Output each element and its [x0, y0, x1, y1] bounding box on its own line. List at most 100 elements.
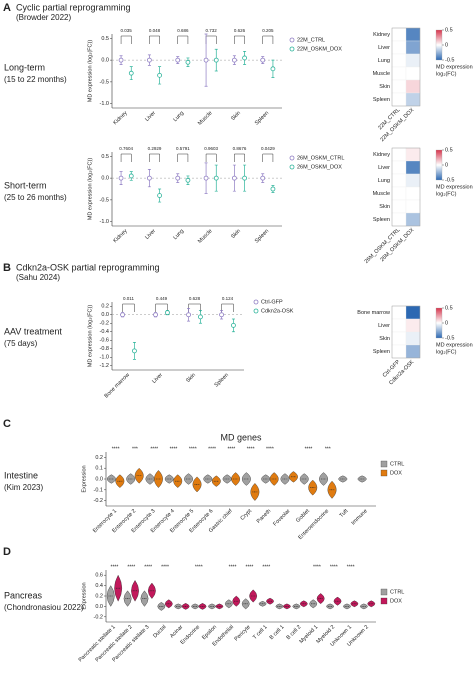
- p-value: 0.628: [189, 296, 201, 301]
- heat-cell: [405, 147, 421, 162]
- significance: ****: [229, 564, 237, 570]
- row-label: Skin: [379, 84, 390, 90]
- row-label: Liver: [378, 165, 390, 171]
- p-value: 0.7604: [119, 146, 133, 151]
- heat-cell: [391, 92, 407, 107]
- significance: ****: [161, 564, 169, 570]
- y-tick-label: 0.0: [95, 476, 103, 482]
- heat-cell: [391, 147, 407, 162]
- legend-label: 26M_OSKM_DOX: [297, 164, 342, 170]
- p-value: 0.124: [222, 296, 234, 301]
- heat-cell: [391, 305, 407, 320]
- heat-cell: [391, 173, 407, 188]
- x-tick-label: Liver: [144, 110, 157, 123]
- x-tick-label: Liver: [144, 228, 157, 241]
- heat-cell: [391, 212, 407, 227]
- x-tick-label: Tuft: [339, 508, 350, 519]
- legend-label: Cdkn2a-OSK: [261, 308, 294, 314]
- bracket: [149, 153, 160, 162]
- panel-title: Cdkn2a-OSK partial reprogramming: [16, 262, 160, 272]
- point: [157, 193, 163, 198]
- point: [231, 322, 236, 328]
- heat-cell: [405, 305, 421, 320]
- significance: ****: [313, 564, 321, 570]
- point: [260, 175, 266, 181]
- heat-cell: [391, 318, 407, 333]
- legend-label: 22M_OSKM_DOX: [297, 46, 342, 52]
- y-tick-label: -0.2: [94, 498, 103, 504]
- y-tick-label: -0.1: [94, 487, 103, 493]
- row-label: Lung: [378, 178, 390, 184]
- y-tick-label: 0.0: [101, 312, 109, 318]
- colorbar-tick-label: 0: [445, 42, 448, 48]
- colorbar-label: MD expression: [436, 64, 473, 70]
- legend-label: DOX: [390, 470, 402, 476]
- heat-cell: [405, 344, 421, 359]
- heat-cell: [405, 40, 421, 55]
- row-sublabel: (75 days): [4, 339, 38, 348]
- y-tick-label: 0.2: [101, 304, 109, 310]
- point: [146, 175, 152, 181]
- row-label: Short-term: [4, 180, 47, 190]
- panel-letter: D: [3, 546, 11, 558]
- point: [175, 57, 181, 63]
- x-tick-label: Skin: [230, 110, 242, 122]
- colorbar: [435, 307, 443, 339]
- point: [146, 57, 152, 63]
- legend-label: Ctrl-GFP: [261, 299, 283, 305]
- legend-label: 22M_CTRL: [297, 37, 325, 43]
- y-axis-label: MD expression (log₂(FC)): [87, 158, 93, 221]
- x-tick-label: Lung: [172, 110, 185, 123]
- p-value: 0.0429: [261, 146, 275, 151]
- x-tick-label: Muscle: [197, 228, 214, 245]
- heatmap-border: [391, 27, 421, 107]
- legend-marker: [289, 155, 295, 161]
- legend-label: CTRL: [390, 589, 404, 595]
- heat-cell: [391, 79, 407, 94]
- row-label: Bone marrow: [357, 310, 390, 316]
- significance: ****: [189, 446, 197, 452]
- significance: ****: [305, 446, 313, 452]
- row-label: Muscle: [373, 191, 390, 197]
- significance: ****: [266, 446, 274, 452]
- bracket: [177, 153, 189, 162]
- row-label: Liver: [378, 45, 390, 51]
- legend-label: DOX: [390, 598, 402, 604]
- heat-cell: [405, 53, 421, 68]
- y-tick-label: -1.2: [100, 363, 109, 369]
- panel-letter: C: [3, 418, 11, 430]
- point: [186, 312, 191, 318]
- x-tick-label: T cell 1: [252, 624, 269, 641]
- x-tick-label: Kidney: [112, 228, 128, 244]
- row-label: Spleen: [373, 97, 390, 103]
- point: [213, 57, 219, 63]
- row-label: Skin: [379, 336, 390, 342]
- p-value: 0.626: [234, 28, 246, 33]
- bracket: [205, 153, 217, 162]
- p-value: 0.035: [121, 28, 133, 33]
- point: [242, 175, 248, 181]
- legend-marker: [380, 469, 388, 477]
- heat-cell: [405, 92, 421, 107]
- row-label: Skin: [379, 204, 390, 210]
- row-label: Spleen: [373, 217, 390, 223]
- y-tick-label: 0.0: [101, 176, 109, 182]
- significance: ****: [195, 564, 203, 570]
- bracket: [188, 303, 201, 312]
- y-tick-label: 0.6: [95, 573, 103, 579]
- row-label: Kidney: [373, 32, 390, 38]
- legend-marker: [380, 588, 388, 596]
- y-tick-label: -0.8: [100, 346, 109, 352]
- heat-cell: [391, 331, 407, 346]
- colorbar-label: MD expression: [436, 184, 473, 190]
- legend-marker: [289, 46, 295, 52]
- row-label: Kidney: [373, 152, 390, 158]
- legend-marker: [253, 308, 259, 314]
- p-value: 0.048: [149, 28, 161, 33]
- significance: ****: [170, 446, 178, 452]
- significance: ****: [150, 446, 158, 452]
- colorbar-tick-label: -0.5: [445, 57, 454, 63]
- row-label: Spleen: [373, 349, 390, 355]
- x-tick-label: Spleen: [214, 372, 230, 388]
